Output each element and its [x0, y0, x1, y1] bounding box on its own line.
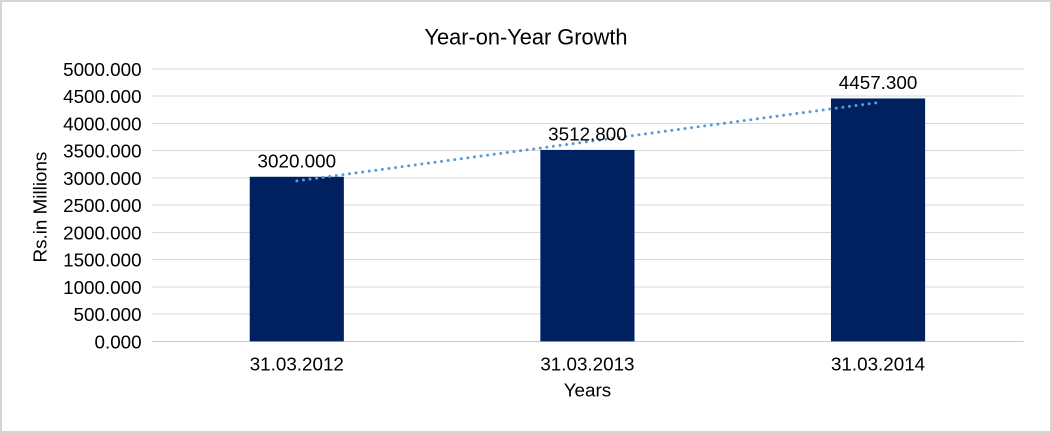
y-tick-label: 5000.000 [63, 59, 141, 80]
y-tick-label: 2500.000 [63, 195, 141, 216]
y-tick-label: 3500.000 [63, 141, 141, 162]
y-tick-label: 1500.000 [63, 250, 141, 271]
y-axis-title: Rs.in Millions [29, 152, 50, 263]
chart-title: Year-on-Year Growth [424, 25, 627, 50]
y-tick-labels: 0.000 500.000 1000.000 1500.000 2000.000 2500… [63, 59, 141, 352]
y-tick-label: 4000.000 [63, 113, 141, 134]
x-tick-label: 31.03.2012 [250, 354, 344, 375]
data-label: 4457.300 [839, 72, 917, 93]
y-tick-label: 4500.000 [63, 86, 141, 107]
linear-trendline [295, 101, 880, 183]
bar-31.03.2012 [249, 176, 344, 342]
bar-31.03.2014 [830, 98, 926, 342]
y-tick-label: 1000.000 [63, 277, 141, 298]
y-tick-label: 3000.000 [63, 168, 141, 189]
data-label: 3512.800 [548, 124, 626, 145]
data-label: 3020.000 [258, 150, 336, 171]
bar-31.03.2013 [540, 149, 635, 342]
trendline [295, 101, 880, 183]
y-tick-label: 500.000 [74, 304, 142, 325]
x-axis-title: Years [564, 379, 611, 400]
x-tick-labels: 31.03.2012 31.03.2013 31.03.2014 [250, 354, 925, 375]
y-tick-label: 0.000 [95, 331, 142, 352]
bars [249, 98, 926, 342]
y-tick-label: 2000.000 [63, 222, 141, 243]
data-labels: 3020.000 3512.800 4457.300 [258, 72, 918, 171]
x-tick-label: 31.03.2014 [831, 354, 925, 375]
x-tick-label: 31.03.2013 [540, 354, 634, 375]
